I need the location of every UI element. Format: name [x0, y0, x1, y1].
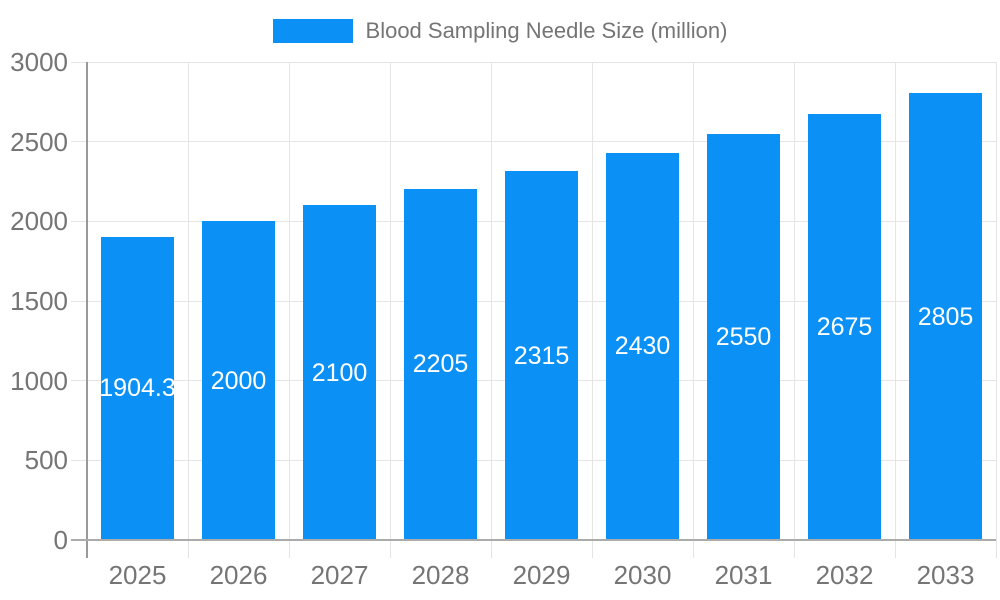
bar[interactable] [101, 236, 174, 540]
chart-legend[interactable]: Blood Sampling Needle Size (million) [0, 13, 1000, 49]
x-gridline [187, 62, 189, 540]
x-axis-label: 2026 [209, 560, 268, 590]
x-gridline [389, 62, 391, 540]
bar[interactable] [606, 152, 679, 540]
bar-value-label: 2805 [917, 302, 974, 331]
x-axis-tick [692, 540, 694, 558]
y-axis-line [86, 62, 88, 558]
y-axis-label: 3000 [10, 47, 68, 77]
x-axis-label: 2028 [411, 560, 470, 590]
x-axis-tick [187, 540, 189, 558]
y-axis-tick [71, 61, 87, 63]
y-axis-label: 1000 [10, 365, 68, 396]
y-axis-tick [71, 380, 87, 382]
bar[interactable] [909, 93, 982, 540]
y-axis-tick [71, 220, 87, 222]
x-axis-label: 2030 [613, 560, 672, 590]
bar-value-label: 1904.3 [99, 374, 176, 403]
bar[interactable] [202, 221, 275, 540]
y-axis-label: 500 [24, 445, 68, 476]
legend-label[interactable]: Blood Sampling Needle Size (million) [365, 18, 728, 43]
bar-value-label: 2315 [513, 341, 570, 370]
x-axis-label: 2027 [310, 560, 369, 590]
y-axis-tick [71, 459, 87, 461]
x-axis-label: 2032 [815, 560, 874, 590]
y-axis-label: 1500 [10, 286, 68, 316]
x-gridline [894, 62, 896, 540]
x-gridline [793, 62, 795, 540]
x-axis-tick [995, 540, 997, 558]
x-axis-tick [591, 540, 593, 558]
legend-swatch-icon[interactable] [272, 19, 353, 43]
x-gridline [995, 62, 997, 540]
y-axis-label: 0 [53, 525, 68, 555]
bar[interactable] [505, 171, 578, 540]
x-axis-label: 2033 [916, 560, 975, 590]
bar-value-label: 2675 [816, 312, 873, 341]
bar-value-label: 2100 [311, 358, 368, 387]
x-axis-tick [490, 540, 492, 558]
bar[interactable] [303, 205, 376, 540]
bar-value-label: 2550 [715, 322, 772, 351]
x-axis-label: 2031 [714, 560, 773, 590]
x-gridline [591, 62, 593, 540]
x-axis-line [71, 539, 996, 541]
y-axis-label: 2000 [10, 206, 68, 237]
x-gridline [490, 62, 492, 540]
x-axis-label: 2029 [512, 560, 571, 590]
bar[interactable] [707, 133, 780, 540]
y-gridline [87, 141, 996, 143]
x-axis-label: 2025 [108, 560, 167, 590]
bar-value-label: 2205 [412, 350, 469, 379]
y-axis-label: 2500 [10, 126, 68, 157]
x-gridline [288, 62, 290, 540]
x-axis-tick [389, 540, 391, 558]
y-gridline [87, 61, 996, 63]
x-axis-tick [894, 540, 896, 558]
x-gridline [692, 62, 694, 540]
y-axis-tick [71, 300, 87, 302]
x-axis-tick [793, 540, 795, 558]
x-axis-tick [288, 540, 290, 558]
bar[interactable] [808, 113, 881, 540]
bar[interactable] [404, 188, 477, 540]
bar-value-label: 2000 [210, 366, 267, 395]
y-axis-tick [71, 141, 87, 143]
bar-value-label: 2430 [614, 332, 671, 361]
